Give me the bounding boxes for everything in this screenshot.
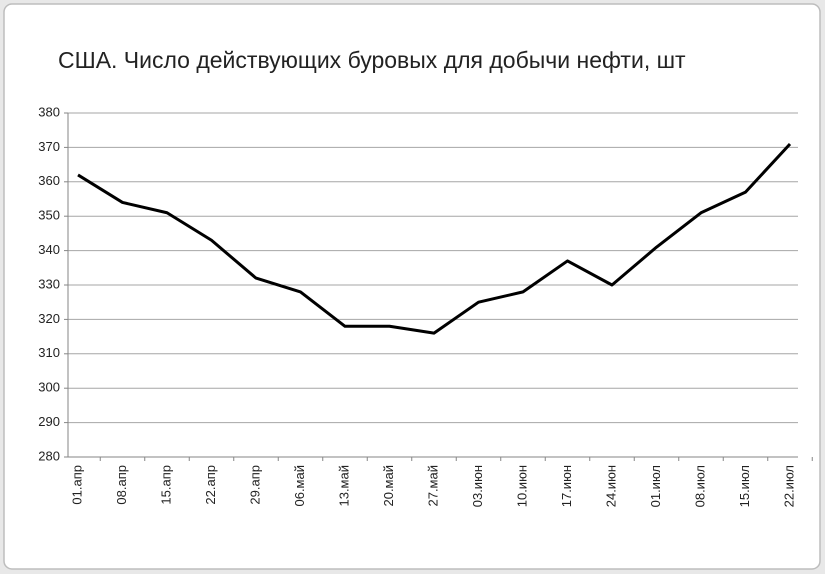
y-tick-label: 280 [38, 448, 60, 463]
y-tick-label: 380 [38, 104, 60, 119]
y-tick-label: 340 [38, 242, 60, 257]
x-tick-label: 24.июн [603, 465, 618, 507]
data-line [77, 142, 792, 335]
chart-area [3, 3, 821, 570]
x-tick-label: 29.апр [247, 465, 262, 505]
y-tick-label: 330 [38, 276, 60, 291]
y-tick-label: 360 [38, 173, 60, 188]
y-tick-label: 300 [38, 380, 60, 395]
y-tick-label: 350 [38, 208, 60, 223]
x-tick-label: 15.июл [737, 465, 752, 507]
y-tick-label: 370 [38, 139, 60, 154]
y-tick-label: 290 [38, 414, 60, 429]
x-tick-label: 06.май [292, 465, 307, 507]
x-tick-label: 01.июл [648, 465, 663, 507]
x-tick-label: 13.май [336, 465, 351, 507]
x-tick-label: 27.май [425, 465, 440, 507]
y-tick-label: 320 [38, 311, 60, 326]
x-tick-label: 20.май [381, 465, 396, 507]
chart-title: США. Число действующих буровых для добыч… [58, 47, 686, 73]
y-tick-label: 310 [38, 345, 60, 360]
x-tick-label: 10.июн [514, 465, 529, 507]
x-tick-label: 17.июн [559, 465, 574, 507]
x-tick-label: 01.апр [69, 465, 84, 505]
x-tick-label: 22.июл [781, 465, 796, 507]
x-tick-label: 15.апр [158, 465, 173, 505]
x-tick-label: 08.июл [692, 465, 707, 507]
x-tick-label: 22.апр [203, 465, 218, 505]
x-tick-label: 08.апр [114, 465, 129, 505]
x-tick-label: 03.июн [470, 465, 485, 507]
